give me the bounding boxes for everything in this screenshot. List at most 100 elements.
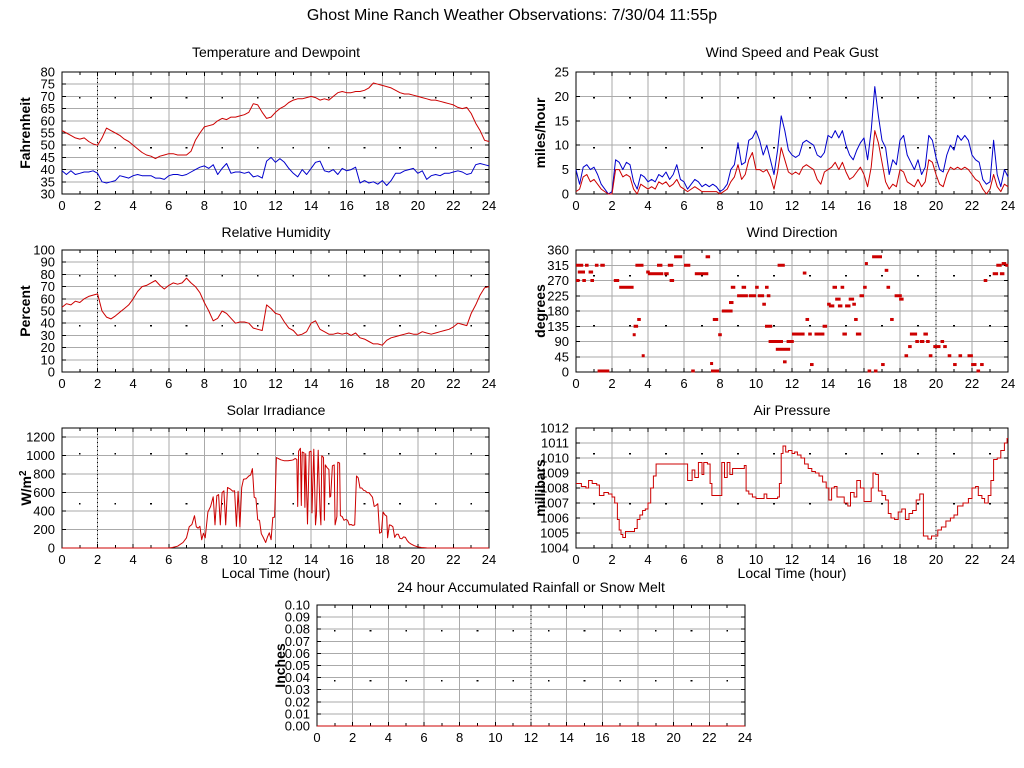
chart-title: Wind Direction bbox=[746, 224, 837, 240]
minor-grid-dot bbox=[917, 453, 919, 455]
y-tick-label: 180 bbox=[547, 304, 569, 319]
y-tick-label: 80 bbox=[41, 65, 55, 80]
y-tick-label: 70 bbox=[41, 279, 55, 294]
x-tick-label: 20 bbox=[411, 552, 425, 567]
minor-grid-dot bbox=[593, 147, 595, 149]
minor-grid-dot bbox=[809, 453, 811, 455]
x-tick-label: 2 bbox=[349, 730, 356, 745]
minor-grid-dot bbox=[665, 503, 667, 505]
minor-grid-dot bbox=[593, 97, 595, 99]
x-tick-label: 8 bbox=[201, 552, 208, 567]
x-tick-label: 24 bbox=[482, 198, 496, 213]
minor-grid-dot bbox=[78, 147, 81, 149]
minor-grid-dot bbox=[845, 97, 847, 99]
minor-grid-dot bbox=[328, 503, 330, 505]
series-peak_gust bbox=[575, 86, 1009, 195]
chart-title: Temperature and Dewpoint bbox=[192, 44, 360, 60]
minor-grid-dot bbox=[470, 97, 473, 99]
x-tick-label: 14 bbox=[821, 376, 835, 391]
minor-grid-dot bbox=[773, 503, 775, 505]
y-tick-label: 0.00 bbox=[285, 719, 310, 734]
chart-title: Air Pressure bbox=[753, 402, 830, 418]
direction-dash bbox=[953, 363, 957, 367]
direction-dash bbox=[588, 270, 594, 274]
direction-dash bbox=[848, 297, 855, 301]
y-tick-label: 0.08 bbox=[285, 622, 310, 637]
direction-dash bbox=[983, 279, 988, 282]
direction-dash bbox=[657, 263, 663, 267]
y-tick-label: 225 bbox=[547, 288, 569, 303]
x-tick-label: 18 bbox=[375, 198, 389, 213]
x-tick-label: 14 bbox=[821, 198, 835, 213]
y-tick-label: 20 bbox=[41, 340, 55, 355]
minor-grid-dot bbox=[256, 97, 259, 99]
minor-grid-dot bbox=[665, 97, 667, 99]
minor-grid-dot bbox=[221, 97, 223, 99]
x-tick-label: 4 bbox=[130, 198, 137, 213]
direction-dash bbox=[802, 271, 807, 275]
direction-dash bbox=[881, 363, 885, 367]
x-tick-label: 0 bbox=[572, 552, 579, 567]
x-tick-label: 8 bbox=[716, 198, 723, 213]
direction-dash bbox=[674, 255, 683, 259]
x-tick-label: 10 bbox=[749, 376, 763, 391]
minor-grid-dot bbox=[726, 680, 728, 682]
direction-dash bbox=[710, 362, 714, 366]
minor-grid-dot bbox=[78, 97, 81, 99]
minor-grid-dot bbox=[78, 453, 81, 455]
minor-grid-dot bbox=[434, 147, 437, 149]
x-tick-label: 18 bbox=[893, 376, 907, 391]
x-tick-label: 0 bbox=[313, 730, 320, 745]
x-tick-label: 14 bbox=[559, 730, 573, 745]
direction-dash bbox=[864, 262, 868, 266]
direction-dash bbox=[947, 354, 952, 358]
chart-title: Wind Speed and Peak Gust bbox=[706, 44, 879, 60]
direction-dash bbox=[585, 263, 589, 267]
direction-dash bbox=[859, 294, 864, 298]
minor-grid-dot bbox=[434, 97, 437, 99]
minor-grid-dot bbox=[292, 325, 295, 327]
minor-grid-dot bbox=[150, 453, 152, 455]
direction-dash bbox=[721, 309, 733, 313]
direction-dash bbox=[915, 340, 919, 343]
minor-grid-dot bbox=[701, 147, 703, 149]
minor-grid-dot bbox=[256, 325, 259, 327]
y-tick-label: 0.04 bbox=[285, 670, 310, 685]
grid bbox=[62, 250, 489, 372]
minor-grid-dot bbox=[845, 275, 847, 277]
y-tick-label: 135 bbox=[547, 319, 569, 334]
minor-grid-dot bbox=[629, 325, 631, 327]
x-tick-label: 18 bbox=[375, 552, 389, 567]
plot-frame bbox=[61, 249, 490, 373]
direction-dash bbox=[641, 354, 645, 358]
x-tick-label: 12 bbox=[268, 552, 282, 567]
y-tick-label: 200 bbox=[33, 522, 55, 537]
x-tick-label: 6 bbox=[680, 376, 687, 391]
x-tick-label: 20 bbox=[929, 552, 943, 567]
x-tick-label: 22 bbox=[965, 376, 979, 391]
direction-dash bbox=[894, 294, 902, 298]
minor-grid-dot bbox=[737, 503, 739, 505]
minor-grid-dot bbox=[845, 147, 847, 149]
minor-grid-dot bbox=[953, 453, 955, 455]
y-tick-label: 0 bbox=[48, 541, 55, 556]
minor-grid-dot bbox=[773, 453, 775, 455]
x-tick-label: 2 bbox=[608, 198, 615, 213]
y-tick-label: 0.09 bbox=[285, 610, 310, 625]
minor-grid-dot bbox=[845, 325, 847, 327]
x-tick-label: 14 bbox=[304, 198, 318, 213]
minor-grid-dot bbox=[470, 325, 473, 327]
minor-grid-dot bbox=[256, 503, 259, 505]
minor-grid-dot bbox=[150, 147, 152, 149]
y-tick-label: 60 bbox=[41, 113, 55, 128]
y-tick-label: 270 bbox=[547, 273, 569, 288]
x-tick-label: 4 bbox=[644, 552, 651, 567]
x-tick-label: 24 bbox=[1001, 198, 1015, 213]
direction-dash bbox=[822, 324, 828, 328]
direction-dash bbox=[926, 340, 930, 343]
direction-dash bbox=[705, 255, 711, 259]
minor-grid-dot bbox=[989, 275, 991, 277]
y-tick-label: 1200 bbox=[26, 430, 55, 445]
direction-dash bbox=[835, 297, 841, 301]
